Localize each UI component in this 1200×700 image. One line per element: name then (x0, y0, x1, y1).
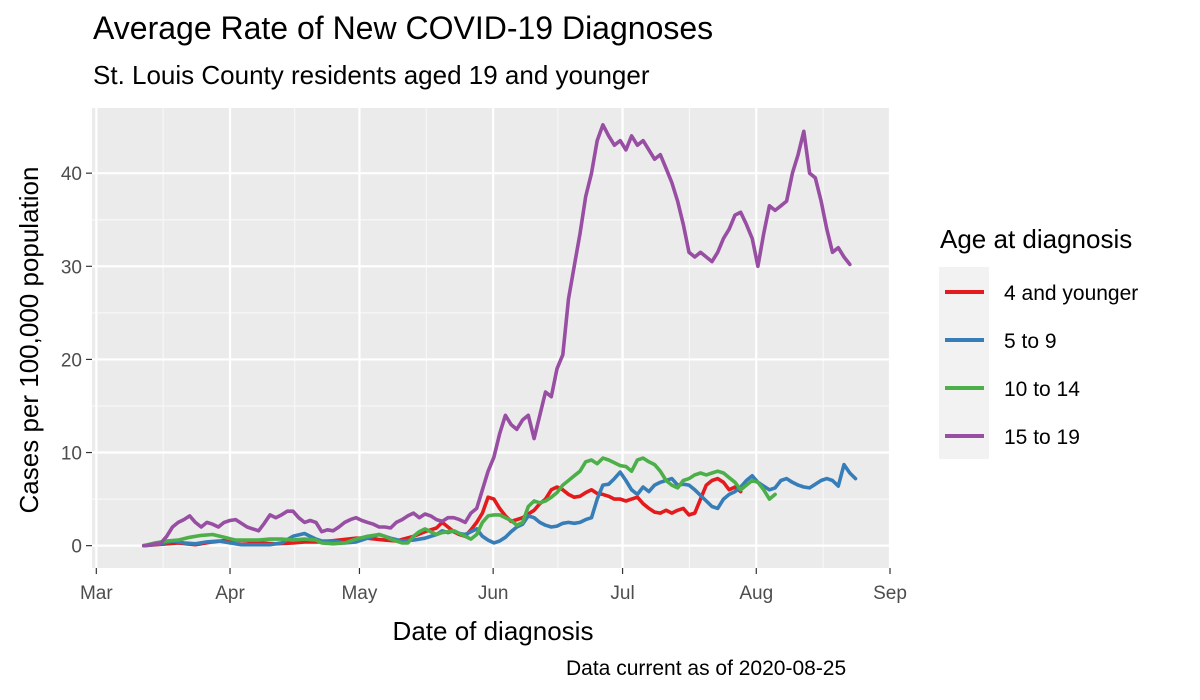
legend: Age at diagnosis 4 and younger 5 to 9 10 t… (939, 224, 1138, 459)
x-tick-label: May (341, 583, 377, 604)
x-tick-label: Jul (610, 583, 634, 604)
y-tick-label: 20 (61, 350, 82, 371)
x-tick-label: Sep (873, 583, 907, 604)
y-axis-ticks: 0 10 20 30 40 (61, 164, 92, 558)
series-line-3 (142, 456, 777, 548)
x-axis-title: Date of diagnosis (393, 616, 594, 646)
x-tick-label: Apr (215, 583, 245, 604)
legend-title: Age at diagnosis (940, 224, 1132, 254)
x-tick-label: Jun (478, 583, 509, 604)
series-line-1 (142, 476, 743, 548)
y-axis-title: Cases per 100,000 population (14, 167, 44, 514)
y-tick-label: 40 (61, 164, 82, 185)
legend-label: 4 and younger (1004, 282, 1138, 305)
legend-label: 5 to 9 (1004, 330, 1057, 353)
data-caption: Data current as of 2020-08-25 (566, 657, 847, 680)
x-axis-ticks: Mar Apr May Jun Jul Aug Sep (80, 568, 907, 604)
x-tick-label: Mar (80, 583, 113, 604)
series-lines (142, 123, 858, 548)
legend-label: 10 to 14 (1004, 378, 1080, 401)
y-tick-label: 10 (61, 444, 82, 465)
legend-keys-background (939, 267, 989, 459)
x-tick-label: Aug (739, 583, 773, 604)
legend-label: 15 to 19 (1004, 426, 1080, 449)
chart-title: Average Rate of New COVID-19 Diagnoses (93, 10, 714, 46)
chart-subtitle: St. Louis County residents aged 19 and y… (93, 60, 650, 90)
series-line-4 (142, 123, 852, 548)
y-tick-label: 30 (61, 257, 82, 278)
y-tick-label: 0 (71, 537, 82, 558)
